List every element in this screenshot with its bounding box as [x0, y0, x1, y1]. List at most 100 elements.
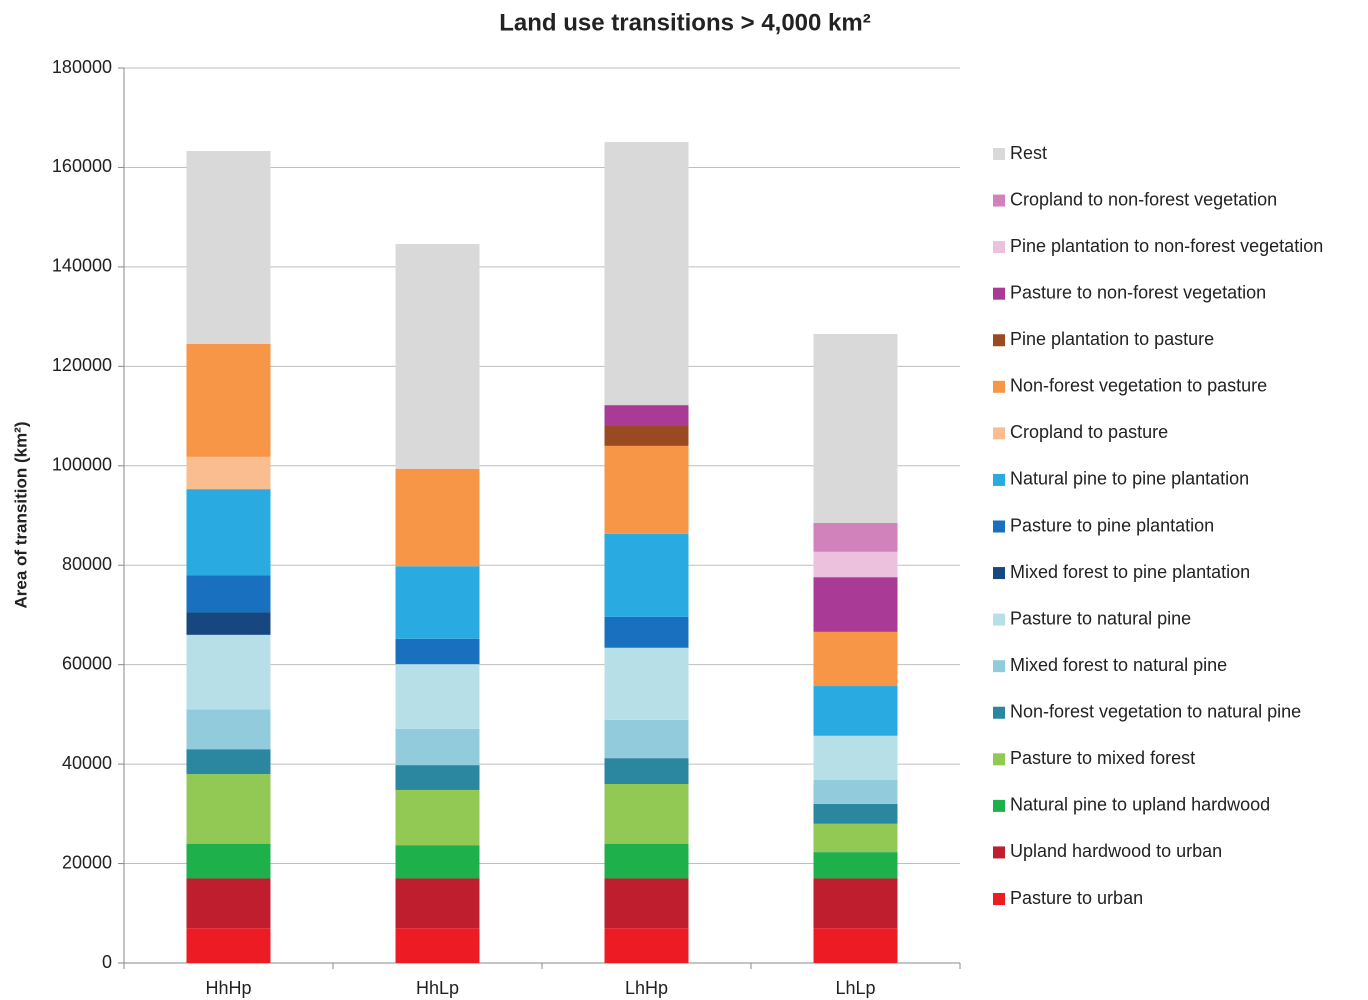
legend-swatch — [993, 753, 1005, 766]
legend-swatch — [993, 660, 1005, 673]
legend-swatch — [993, 706, 1005, 719]
legend-swatch — [993, 473, 1005, 486]
legend-label: Non-forest vegetation to natural pine — [1010, 702, 1301, 722]
legend-label: Upland hardwood to urban — [1010, 841, 1222, 861]
bar-segment — [813, 551, 898, 578]
x-tick-label: LhHp — [625, 978, 668, 998]
bar-segment — [186, 456, 271, 490]
legend-swatch — [993, 613, 1005, 626]
bar-segment — [395, 928, 480, 963]
legend-label: Natural pine to upland hardwood — [1010, 795, 1270, 815]
bar-segment — [604, 426, 689, 446]
y-tick-label: 40000 — [62, 753, 112, 773]
bar-segment — [604, 878, 689, 929]
bar-segment — [395, 468, 480, 567]
y-tick-label: 160000 — [52, 156, 112, 176]
bar-segment — [395, 566, 480, 639]
bar-segment — [186, 634, 271, 710]
bar-segment — [395, 789, 480, 846]
bar-segment — [186, 575, 271, 613]
legend-label: Mixed forest to natural pine — [1010, 655, 1227, 675]
bar-segment — [604, 533, 689, 617]
bar-segment — [604, 405, 689, 426]
chart-title: Land use transitions > 4,000 km² — [499, 9, 870, 36]
bar-segment — [604, 445, 689, 534]
legend-label: Rest — [1010, 143, 1047, 163]
bar-segment — [813, 577, 898, 632]
bar-segment — [186, 843, 271, 879]
legend-swatch — [993, 241, 1005, 254]
bar-segment — [604, 647, 689, 720]
legend-label: Pine plantation to pasture — [1010, 329, 1214, 349]
bar-segment — [186, 709, 271, 750]
legend-label: Natural pine to pine plantation — [1010, 469, 1249, 489]
bar-segment — [813, 823, 898, 853]
bar-segment — [813, 522, 898, 552]
bar-segment — [813, 631, 898, 687]
bar-segment — [813, 803, 898, 824]
y-tick-label: 180000 — [52, 57, 112, 77]
y-tick-label: 0 — [102, 952, 112, 972]
y-tick-label: 140000 — [52, 256, 112, 276]
legend-swatch — [993, 148, 1005, 160]
legend-swatch — [993, 427, 1005, 440]
bar-segment — [395, 845, 480, 879]
bar-segment — [186, 928, 271, 963]
bar-segment — [395, 765, 480, 790]
y-tick-label: 120000 — [52, 355, 112, 375]
bar-segment — [813, 928, 898, 963]
bar-segment — [813, 780, 898, 804]
bar-segment — [186, 489, 271, 576]
bar-segment — [604, 928, 689, 963]
bar-segment — [813, 334, 898, 523]
y-axis-label: Area of transition (km²) — [11, 421, 30, 608]
bar-segment — [395, 664, 480, 729]
y-tick-label: 100000 — [52, 455, 112, 475]
y-tick-label: 60000 — [62, 653, 112, 673]
legend-swatch — [993, 567, 1005, 580]
bar-segment — [186, 612, 271, 635]
legend-swatch — [993, 194, 1005, 207]
bar-segment — [604, 758, 689, 784]
legend-label: Cropland to non-forest vegetation — [1010, 189, 1277, 209]
legend-swatch — [993, 520, 1005, 533]
bar-segment — [395, 638, 480, 665]
bar-segment — [813, 735, 898, 781]
y-tick-label: 80000 — [62, 554, 112, 574]
legend-label: Pine plantation to non-forest vegetation — [1010, 236, 1323, 256]
legend-swatch — [993, 799, 1005, 812]
bar-segment — [604, 616, 689, 648]
bar-segment — [395, 878, 480, 929]
legend-label: Pasture to mixed forest — [1010, 748, 1195, 768]
legend-swatch — [993, 846, 1005, 859]
x-tick-label: HhLp — [416, 978, 459, 998]
bar-segment — [813, 852, 898, 879]
bar-segment — [186, 151, 271, 344]
bar-segment — [813, 878, 898, 929]
legend-label: Cropland to pasture — [1010, 422, 1168, 442]
legend-swatch — [993, 893, 1005, 905]
bar-segment — [395, 244, 480, 469]
legend-label: Pasture to pine plantation — [1010, 515, 1214, 535]
bar-segment — [186, 878, 271, 929]
x-tick-label: HhHp — [205, 978, 251, 998]
bar-segment — [604, 142, 689, 406]
bar-segment — [813, 686, 898, 736]
legend-label: Non-forest vegetation to pasture — [1010, 376, 1267, 396]
x-tick-label: LhLp — [835, 978, 875, 998]
y-tick-label: 20000 — [62, 852, 112, 872]
bar-segment — [186, 774, 271, 844]
legend-label: Pasture to urban — [1010, 888, 1143, 908]
bar-segment — [186, 749, 271, 775]
bar-segment — [186, 343, 271, 457]
bar-segment — [604, 784, 689, 844]
legend-swatch — [993, 380, 1005, 393]
legend-swatch — [993, 287, 1005, 300]
legend-label: Pasture to non-forest vegetation — [1010, 282, 1266, 302]
legend-swatch — [993, 334, 1005, 347]
legend-label: Pasture to natural pine — [1010, 608, 1191, 628]
bar-segment — [395, 728, 480, 766]
bar-segment — [604, 843, 689, 879]
